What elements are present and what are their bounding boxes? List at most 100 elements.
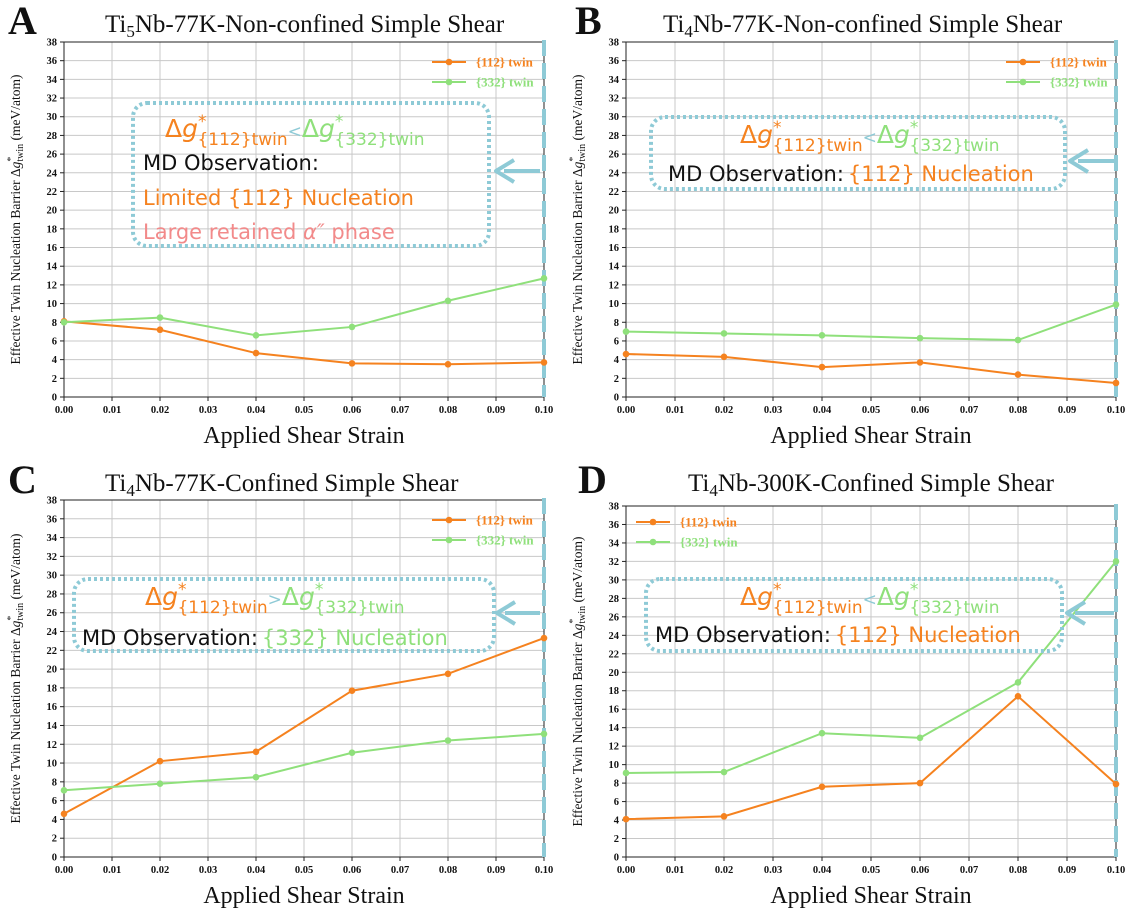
eq-sub-332: {332}twin (909, 598, 999, 618)
arrow-head (495, 600, 517, 626)
y-tick-label: 22 (609, 649, 620, 660)
title-subscript: 5 (126, 22, 135, 41)
title-subscript: 4 (684, 22, 693, 41)
x-tick-label: 0.10 (535, 865, 553, 876)
annotation-box (131, 101, 491, 248)
x-tick-label: 0.04 (247, 405, 266, 416)
series-332-line (63, 277, 545, 337)
legend: {112} twin {332} twin (636, 515, 738, 550)
eq-star-112: * (773, 580, 782, 600)
y-tick-label: 16 (609, 705, 620, 716)
legend-marker (649, 518, 657, 526)
y-label-symbol: g (8, 620, 23, 627)
y-tick-label: 24 (609, 631, 620, 642)
x-axis-label: Applied Shear Strain (203, 423, 404, 449)
series-332-point (818, 729, 826, 737)
y-tick-label: 4 (52, 355, 58, 366)
x-tick-label: 0.05 (862, 405, 880, 416)
x-tick-label: 0.06 (911, 405, 929, 416)
y-tick-label: 20 (609, 668, 620, 679)
y-tick-label: 8 (52, 777, 57, 788)
y-tick-label: 6 (52, 336, 57, 347)
x-tick-label: 0.08 (1009, 865, 1027, 876)
y-label-sub: twin (15, 144, 26, 162)
y-tick-label: 26 (47, 150, 58, 161)
legend-marker (649, 538, 657, 546)
series-112-point (1014, 692, 1022, 700)
y-tick-label: 0 (614, 853, 619, 864)
y-tick-label: 14 (47, 721, 58, 732)
x-tick-label: 0.03 (764, 405, 782, 416)
md-observation-result: Limited {112} Nucleation (143, 186, 414, 210)
series-112-point (622, 350, 630, 358)
y-tick-label: 30 (47, 112, 58, 123)
series-112-point (252, 349, 260, 357)
y-tick-label: 0 (52, 853, 57, 864)
x-tick-label: 0.06 (343, 865, 361, 876)
y-tick-label: 4 (614, 355, 620, 366)
y-tick-label: 4 (52, 815, 58, 826)
y-tick-label: 18 (609, 224, 620, 235)
y-tick-label: 12 (609, 742, 620, 753)
y-tick-label: 12 (47, 740, 58, 751)
y-tick-label: 10 (609, 760, 620, 771)
chart-title: Ti5Nb-77K-Non-confined Simple Shear (105, 11, 505, 41)
y-tick-label: 14 (47, 262, 58, 273)
legend-marker (445, 536, 453, 544)
y-tick-label: 6 (52, 796, 57, 807)
title-text: Ti (663, 11, 684, 38)
x-tick-label: 0.04 (247, 865, 266, 876)
series-332-point (156, 314, 164, 321)
eq-delta-112: Δ (165, 114, 182, 143)
y-tick-label: 10 (47, 299, 58, 310)
x-tick-label: 0.02 (151, 865, 169, 876)
phase-symbol: α″ (303, 220, 325, 244)
series-332-point (622, 328, 630, 335)
series-332-point (444, 297, 452, 305)
title-text: Ti (105, 470, 126, 497)
y-tick-label: 20 (47, 206, 58, 217)
y-tick-label: 22 (609, 187, 620, 198)
eq-sub-112: {112}twin (772, 598, 862, 618)
y-label-suffix: (meV/atom) (8, 74, 23, 143)
y-tick-label: 28 (47, 131, 58, 142)
series-332-point (252, 332, 260, 339)
series-332-line (63, 732, 545, 792)
barrier-comparison: Δg* {112}twin<Δg* {332}twin (740, 118, 1000, 156)
y-axis-label: Effective Twin Nucleation Barrier Δg*twi… (568, 74, 588, 364)
legend: {112} twin {332} twin (1006, 55, 1108, 90)
md-observation-label: MD Observation: (143, 151, 319, 175)
panel-label: B (575, 0, 602, 43)
y-tick-label: 8 (614, 318, 619, 329)
y-tick-label: 2 (52, 834, 57, 845)
series-332-point (720, 330, 728, 337)
series-112-point (916, 359, 924, 366)
y-tick-label: 22 (47, 187, 58, 198)
series-332-point (156, 780, 164, 788)
eq-delta-332: Δ (877, 582, 894, 611)
series-112-point (444, 361, 452, 368)
y-tick-label: 16 (47, 243, 58, 254)
series-112-point (348, 360, 356, 367)
y-axis-label: Effective Twin Nucleation Barrier Δg*twi… (6, 533, 26, 823)
legend: {112} twin {332} twin (432, 513, 534, 548)
grid (625, 41, 1117, 398)
series-112-point (540, 359, 548, 366)
eq-star-112: * (773, 118, 782, 138)
y-label-suffix: (meV/atom) (570, 536, 585, 605)
series-332-point (1112, 301, 1120, 308)
eq-star-112: * (178, 580, 187, 600)
md-observation: MD Observation: {112} Nucleation (668, 162, 1034, 186)
y-tick-label: 34 (609, 75, 620, 86)
md-observation-label: MD Observation: (668, 162, 844, 186)
y-tick-label: 18 (47, 224, 58, 235)
y-tick-label: 36 (47, 514, 58, 525)
x-tick-label: 0.05 (862, 865, 880, 876)
series-112-point (252, 748, 260, 756)
series-332-line (625, 303, 1117, 342)
series-332-point (720, 768, 728, 776)
series-332-point (818, 332, 826, 339)
x-tick-label: 0.00 (617, 865, 635, 876)
x-tick-label: 0.00 (55, 865, 73, 876)
series-332-point (444, 737, 452, 744)
